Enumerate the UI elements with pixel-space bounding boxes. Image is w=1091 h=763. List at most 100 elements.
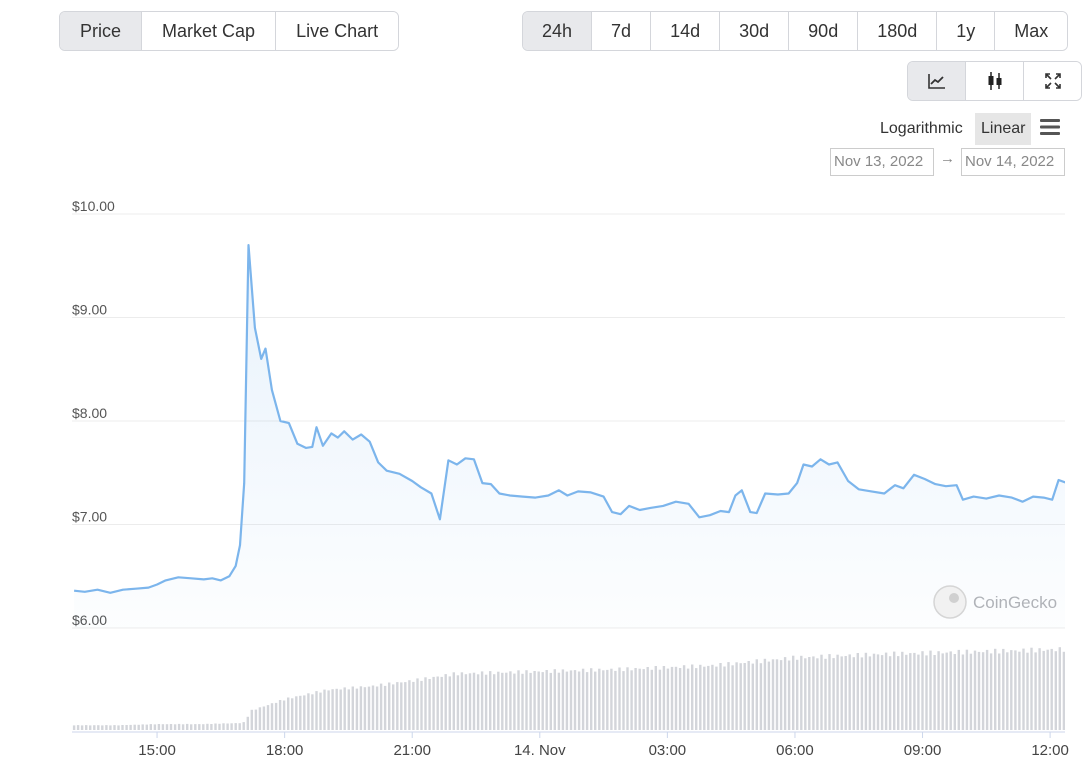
volume-bar: [598, 668, 601, 730]
volume-bar: [149, 724, 152, 730]
y-axis: $6.00$7.00$8.00$9.00$10.00: [72, 198, 115, 628]
volume-bar: [89, 725, 92, 730]
volume-bar: [165, 724, 169, 730]
volume-bar: [961, 654, 965, 730]
volume-bar: [678, 668, 682, 730]
volume-bar: [533, 671, 536, 730]
range-30d[interactable]: 30d: [719, 12, 789, 50]
volume-bar: [234, 723, 237, 730]
range-90d[interactable]: 90d: [788, 12, 858, 50]
volume-bar: [812, 656, 815, 730]
volume-bar: [1026, 652, 1029, 730]
range-24h[interactable]: 24h: [523, 12, 592, 50]
volume-bar: [311, 694, 314, 730]
volume-bar: [287, 697, 290, 730]
volume-bar: [367, 686, 371, 730]
volume-bar: [626, 667, 629, 730]
volume-bar: [198, 724, 201, 730]
volume-bar: [804, 658, 807, 730]
tab-market-cap[interactable]: Market Cap: [141, 12, 276, 50]
volume-bar: [973, 650, 977, 730]
volume-bar: [549, 672, 552, 730]
volume-bar: [755, 659, 758, 730]
volume-bar: [646, 667, 649, 730]
price-line: [73, 244, 1065, 594]
x-tick-label: 14. Nov: [514, 742, 566, 759]
range-1y[interactable]: 1y: [936, 12, 995, 50]
scale-logarithmic[interactable]: Logarithmic: [880, 120, 963, 137]
volume-bar: [775, 659, 779, 730]
volume-bar: [602, 670, 605, 730]
volume-bar: [303, 695, 306, 730]
volume-bar: [472, 672, 476, 730]
volume-bar: [424, 677, 427, 730]
volume-bar: [206, 723, 209, 730]
candlestick-icon: [988, 72, 1001, 90]
volume-bar: [347, 689, 350, 730]
volume-bar: [537, 671, 540, 730]
volume-bar: [202, 724, 205, 730]
volume-bar: [238, 723, 241, 730]
volume-bar: [594, 671, 597, 730]
volume-bar: [262, 706, 266, 730]
volume-bar: [525, 670, 528, 730]
volume-bar: [569, 670, 573, 730]
volume-bar: [145, 724, 148, 730]
line-chart-icon: [927, 74, 945, 89]
volume-bars: [72, 647, 1065, 730]
volume-bar: [735, 662, 738, 730]
volume-bar: [315, 691, 318, 730]
volume-bar: [606, 669, 609, 730]
volume-bar: [258, 707, 262, 730]
range-max[interactable]: Max: [994, 12, 1068, 50]
date-from-input[interactable]: Nov 13, 2022: [830, 148, 934, 176]
line-chart-button[interactable]: [908, 62, 965, 100]
volume-bar: [444, 674, 447, 730]
range-180d[interactable]: 180d: [857, 12, 937, 50]
tab-price[interactable]: Price: [60, 12, 142, 50]
volume-bar: [1062, 651, 1065, 730]
volume-bar: [335, 688, 338, 730]
volume-bar: [1054, 651, 1057, 730]
chart-type-toggle: [907, 61, 1082, 101]
x-tick-label: 03:00: [649, 742, 687, 759]
volume-bar: [985, 649, 989, 730]
volume-bar: [969, 653, 973, 730]
volume-bar: [97, 725, 100, 730]
volume-bar: [129, 724, 132, 730]
volume-bar: [852, 657, 855, 730]
volume-bar: [981, 652, 985, 730]
volume-bar: [194, 724, 197, 730]
candlestick-button[interactable]: [965, 62, 1023, 100]
coingecko-logo-eye: [949, 593, 959, 603]
volume-bar: [388, 682, 391, 730]
menu-icon[interactable]: [1039, 117, 1061, 137]
tab-live-chart[interactable]: Live Chart: [275, 12, 399, 50]
expand-button[interactable]: [1023, 62, 1081, 100]
volume-bar: [133, 724, 136, 730]
volume-bar: [743, 663, 746, 730]
volume-bar: [767, 661, 771, 730]
volume-bar: [1002, 648, 1005, 730]
volume-bar: [880, 655, 884, 730]
volume-bar: [76, 725, 80, 730]
volume-bar: [824, 658, 827, 730]
volume-bar: [670, 666, 674, 730]
volume-bar: [917, 654, 920, 730]
volume-bar: [836, 654, 839, 730]
volume-bar: [771, 659, 775, 730]
volume-bar: [731, 665, 734, 730]
volume-bar: [1018, 651, 1021, 730]
volume-bar: [319, 692, 322, 730]
volume-bar: [792, 655, 795, 730]
volume-bar: [109, 725, 112, 730]
scale-linear[interactable]: Linear: [975, 113, 1032, 145]
range-14d[interactable]: 14d: [650, 12, 720, 50]
volume-bar: [610, 668, 613, 730]
volume-bar: [654, 666, 657, 730]
volume-bar: [994, 648, 997, 730]
date-to-input[interactable]: Nov 14, 2022: [961, 148, 1065, 176]
range-7d[interactable]: 7d: [591, 12, 651, 50]
volume-bar: [998, 653, 1001, 730]
volume-bar: [905, 654, 908, 730]
